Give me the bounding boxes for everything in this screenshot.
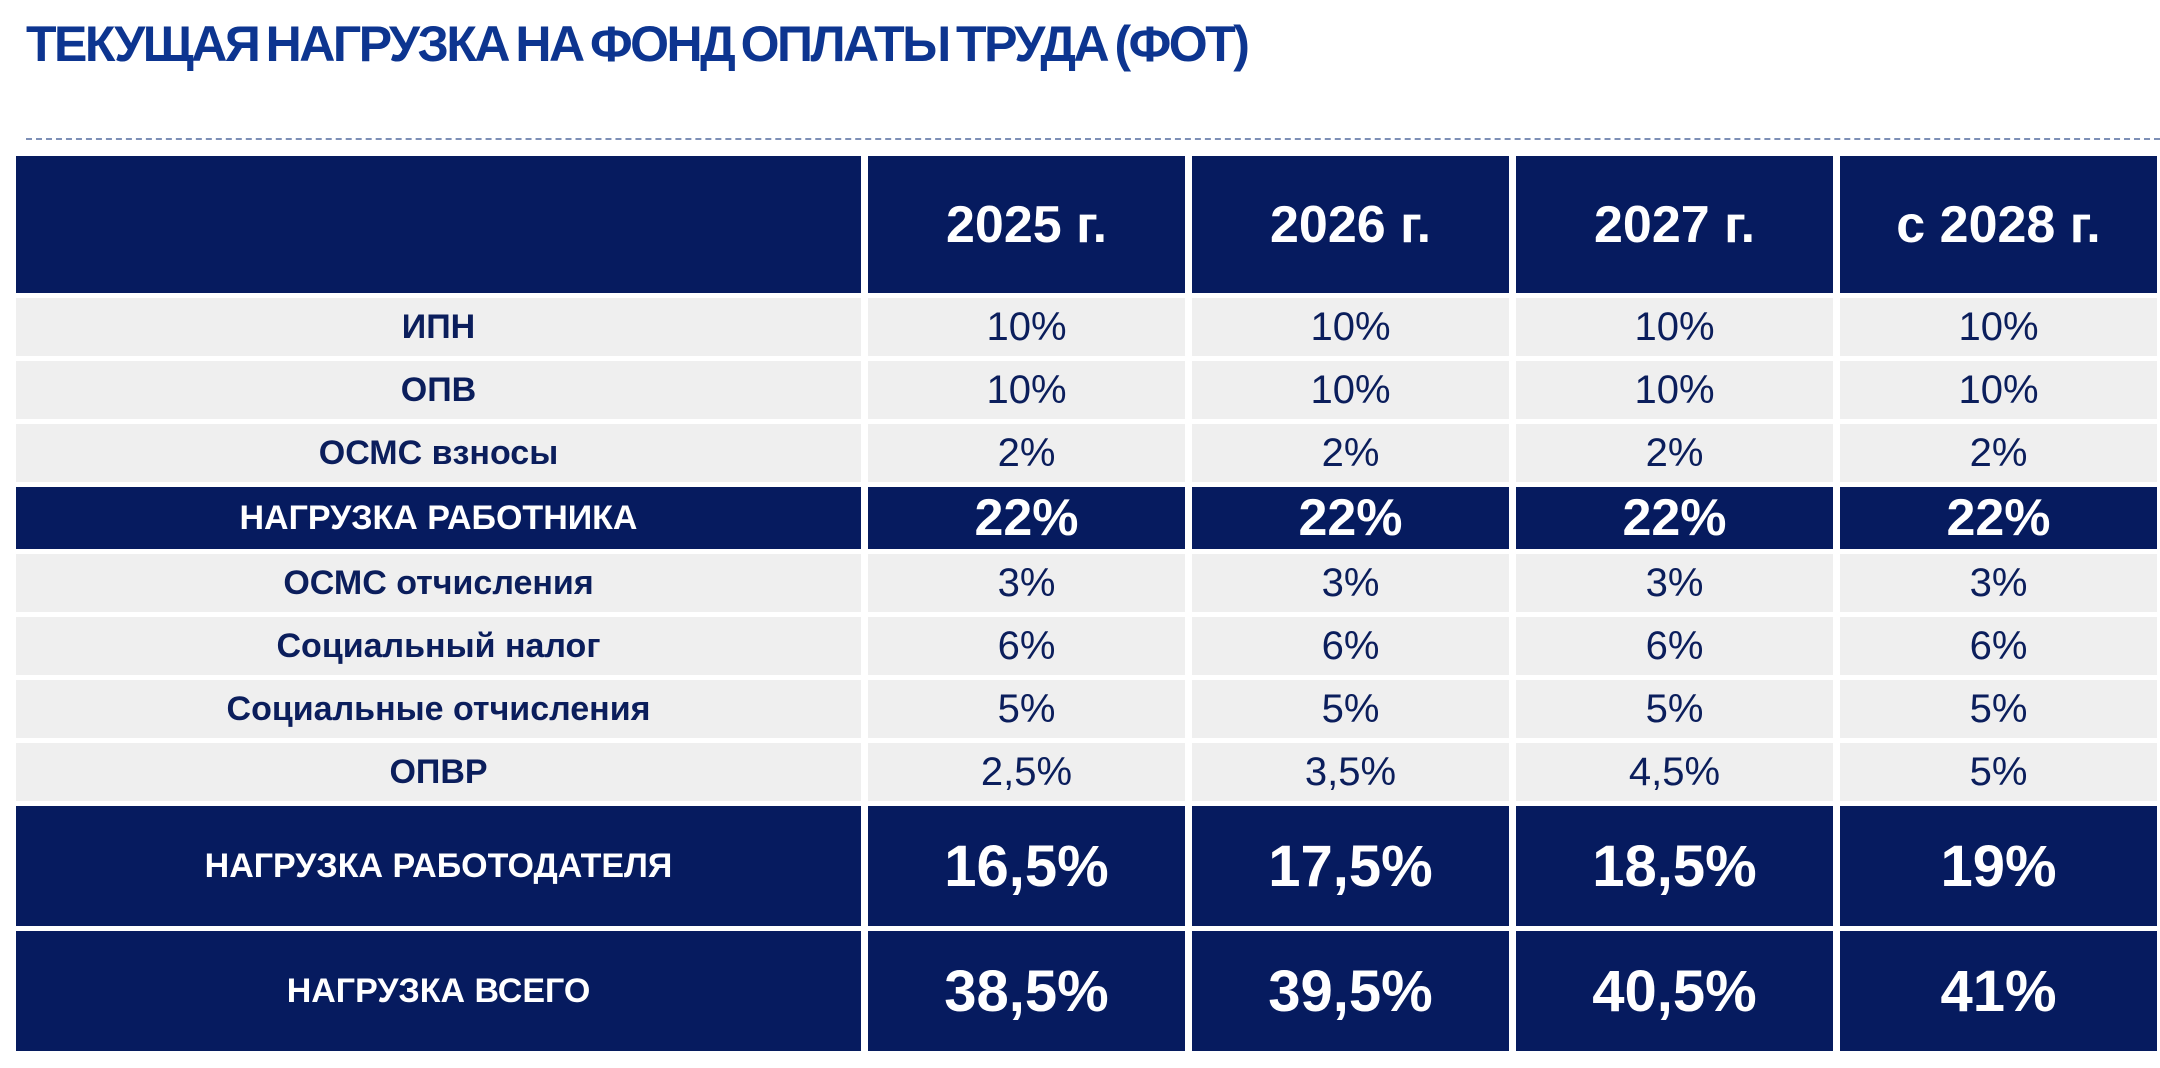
table-cell: 5%	[1192, 680, 1509, 738]
column-header-2028: с 2028 г.	[1840, 156, 2157, 293]
row-label-osms-deductions: ОСМС отчисления	[16, 554, 861, 612]
table-cell: 2%	[868, 424, 1185, 482]
total-burden-cell: 38,5%	[868, 931, 1185, 1051]
total-burden-cell: 40,5%	[1516, 931, 1833, 1051]
table-cell: 5%	[1840, 680, 2157, 738]
table-cell: 6%	[1192, 617, 1509, 675]
table-cell: 6%	[868, 617, 1185, 675]
table-cell: 2%	[1516, 424, 1833, 482]
table-cell: 6%	[1516, 617, 1833, 675]
row-label-total-burden: НАГРУЗКА ВСЕГО	[16, 931, 861, 1051]
table-cell: 5%	[1516, 680, 1833, 738]
row-label-employer-burden: НАГРУЗКА РАБОТОДАТЕЛЯ	[16, 806, 861, 926]
employer-burden-cell: 17,5%	[1192, 806, 1509, 926]
table-cell: 4,5%	[1516, 743, 1833, 801]
table-cell: 5%	[868, 680, 1185, 738]
table-cell: 10%	[868, 298, 1185, 356]
table-cell: 10%	[1192, 361, 1509, 419]
row-label-osms-contributions: ОСМС взносы	[16, 424, 861, 482]
employer-burden-cell: 18,5%	[1516, 806, 1833, 926]
table-cell: 10%	[1516, 361, 1833, 419]
row-label-social-deductions: Социальные отчисления	[16, 680, 861, 738]
table-cell: 10%	[1840, 361, 2157, 419]
row-label-social-tax: Социальный налог	[16, 617, 861, 675]
table-cell: 10%	[1840, 298, 2157, 356]
table-cell: 3%	[1840, 554, 2157, 612]
employee-burden-cell: 22%	[1192, 487, 1509, 549]
table-cell: 3%	[1192, 554, 1509, 612]
employee-burden-cell: 22%	[868, 487, 1185, 549]
row-label-employee-burden: НАГРУЗКА РАБОТНИКА	[16, 487, 861, 549]
payroll-burden-table: 2025 г. 2026 г. 2027 г. с 2028 г. ИПН 10…	[16, 156, 2157, 1051]
table-cell: 6%	[1840, 617, 2157, 675]
table-cell: 10%	[1192, 298, 1509, 356]
employer-burden-cell: 19%	[1840, 806, 2157, 926]
header-corner-cell	[16, 156, 861, 293]
row-label-opv: ОПВ	[16, 361, 861, 419]
employee-burden-cell: 22%	[1840, 487, 2157, 549]
row-label-ipn: ИПН	[16, 298, 861, 356]
total-burden-cell: 39,5%	[1192, 931, 1509, 1051]
total-burden-cell: 41%	[1840, 931, 2157, 1051]
table-cell: 5%	[1840, 743, 2157, 801]
table-cell: 10%	[1516, 298, 1833, 356]
table-cell: 2%	[1192, 424, 1509, 482]
employee-burden-cell: 22%	[1516, 487, 1833, 549]
row-label-opvr: ОПВР	[16, 743, 861, 801]
table-cell: 10%	[868, 361, 1185, 419]
table-cell: 2,5%	[868, 743, 1185, 801]
title-divider	[26, 138, 2160, 140]
column-header-2026: 2026 г.	[1192, 156, 1509, 293]
page-title: ТЕКУЩАЯ НАГРУЗКА НА ФОНД ОПЛАТЫ ТРУДА (Ф…	[26, 16, 1250, 72]
table-cell: 3%	[1516, 554, 1833, 612]
employer-burden-cell: 16,5%	[868, 806, 1185, 926]
table-cell: 2%	[1840, 424, 2157, 482]
column-header-2025: 2025 г.	[868, 156, 1185, 293]
table-cell: 3%	[868, 554, 1185, 612]
table-cell: 3,5%	[1192, 743, 1509, 801]
column-header-2027: 2027 г.	[1516, 156, 1833, 293]
